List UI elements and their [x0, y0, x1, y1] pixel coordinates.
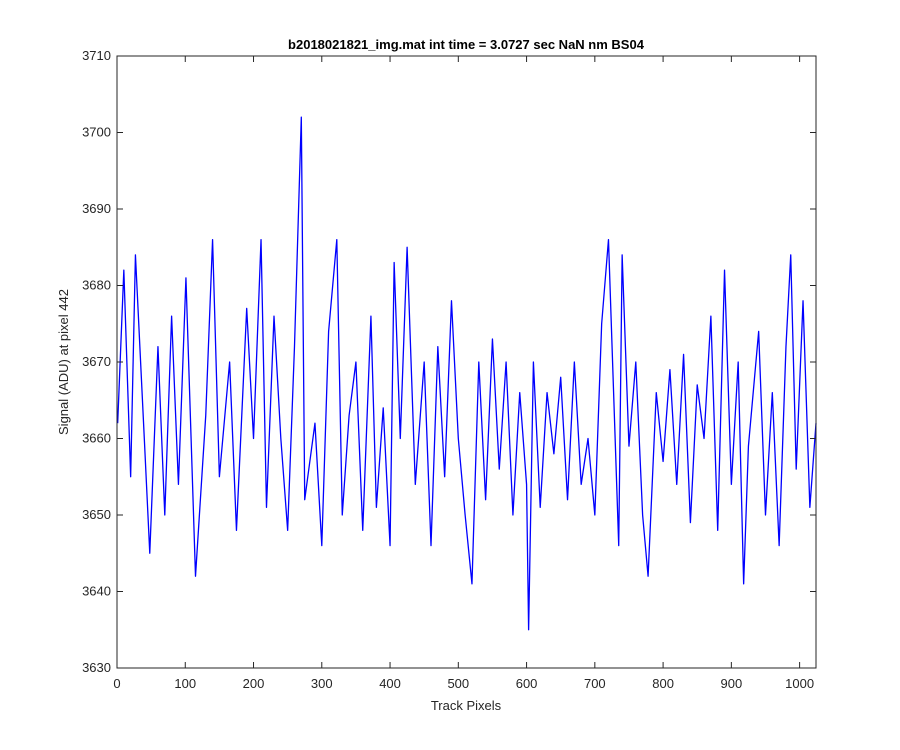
- y-tick-label: 3690: [82, 201, 111, 216]
- y-tick-label: 3680: [82, 278, 111, 293]
- x-tick-label: 400: [379, 676, 401, 691]
- x-tick-label: 700: [584, 676, 606, 691]
- y-tick-label: 3700: [82, 125, 111, 140]
- x-tick-label: 800: [652, 676, 674, 691]
- x-tick-label: 100: [174, 676, 196, 691]
- x-tick-label: 900: [721, 676, 743, 691]
- y-tick-label: 3670: [82, 354, 111, 369]
- chart-title: b2018021821_img.mat int time = 3.0727 se…: [288, 37, 645, 52]
- y-tick-label: 3710: [82, 48, 111, 63]
- x-tick-label: 500: [447, 676, 469, 691]
- y-tick-label: 3650: [82, 507, 111, 522]
- x-axis-ticks: 0 100 200 300 400 500 600 700 800 900 1000: [113, 56, 814, 691]
- y-axis-label: Signal (ADU) at pixel 442: [56, 289, 71, 435]
- x-tick-label: 200: [243, 676, 265, 691]
- y-tick-label: 3640: [82, 584, 111, 599]
- x-tick-label: 600: [516, 676, 538, 691]
- x-tick-label: 0: [113, 676, 120, 691]
- y-tick-label: 3660: [82, 431, 111, 446]
- series-layer: [117, 116, 817, 631]
- y-tick-label: 3630: [82, 660, 111, 675]
- x-tick-label: 300: [311, 676, 333, 691]
- series-line-0: [117, 116, 817, 631]
- x-axis-label: Track Pixels: [431, 698, 502, 713]
- x-tick-label: 1000: [785, 676, 814, 691]
- axes-background: [117, 56, 816, 668]
- y-axis-ticks: 3630 3640 3650 3660 3670 3680 3690 3700 3710: [82, 48, 816, 675]
